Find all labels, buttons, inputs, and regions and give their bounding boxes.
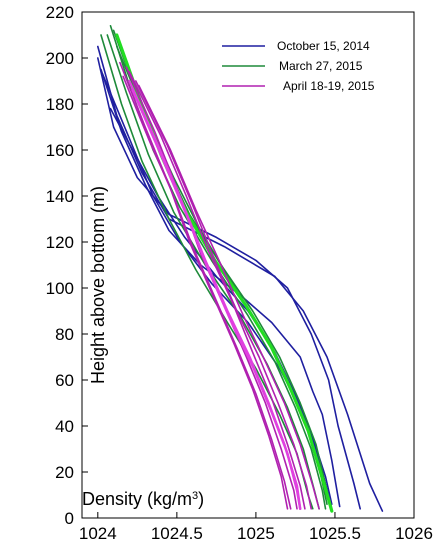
y-tick-label: 160 — [46, 141, 74, 160]
y-axis-title: Height above bottom (m) — [88, 186, 108, 384]
axis-layer — [82, 11, 415, 519]
x-tick-label: 1026 — [395, 524, 433, 543]
legend-label-apr-2015: April 18-19, 2015 — [283, 79, 375, 93]
profile-line-19 — [131, 89, 302, 510]
y-tick-label: 200 — [46, 49, 74, 68]
profile-line-14 — [128, 71, 306, 510]
x-tick-label: 1024.5 — [151, 524, 203, 543]
profile-line-7 — [106, 34, 320, 510]
x-axis-title-close: ) — [198, 489, 204, 509]
y-tick-label: 220 — [46, 3, 74, 22]
profile-line-3 — [100, 68, 341, 508]
profile-line-2 — [97, 57, 361, 510]
profile-line-12 — [119, 61, 289, 510]
y-tick-label: 80 — [55, 325, 74, 344]
x-axis-title: Density (kg/m3) — [82, 489, 204, 509]
y-tick-label: 60 — [55, 371, 74, 390]
series-layer — [97, 25, 384, 513]
tick-label-layer: 0 20 40 60 80 100 120 140 160 180 200 220 1024 1024.5… — [46, 3, 433, 543]
profile-line-15 — [135, 80, 312, 510]
legend-label-mar-2015: March 27, 2015 — [279, 59, 363, 73]
legend-label-oct-2014: October 15, 2014 — [277, 39, 370, 53]
x-tick-label: 1024 — [79, 524, 117, 543]
y-tick-label: 20 — [55, 463, 74, 482]
y-tick-label: 0 — [65, 509, 74, 528]
y-tick-label: 140 — [46, 187, 74, 206]
legend: October 15, 2014 March 27, 2015 April 18… — [222, 39, 375, 93]
x-axis-title-main: Density (kg/m — [82, 489, 192, 509]
x-tick-label: 1025 — [237, 524, 275, 543]
y-tick-label: 180 — [46, 95, 74, 114]
y-tick-label: 40 — [55, 417, 74, 436]
profile-line-16 — [138, 84, 320, 510]
y-tick-label: 100 — [46, 279, 74, 298]
x-tick-label: 1025.5 — [309, 524, 361, 543]
profile-line-17 — [122, 75, 292, 510]
y-tick-label: 120 — [46, 233, 74, 252]
x-axis-title-unit-exponent: 3 — [192, 490, 198, 502]
